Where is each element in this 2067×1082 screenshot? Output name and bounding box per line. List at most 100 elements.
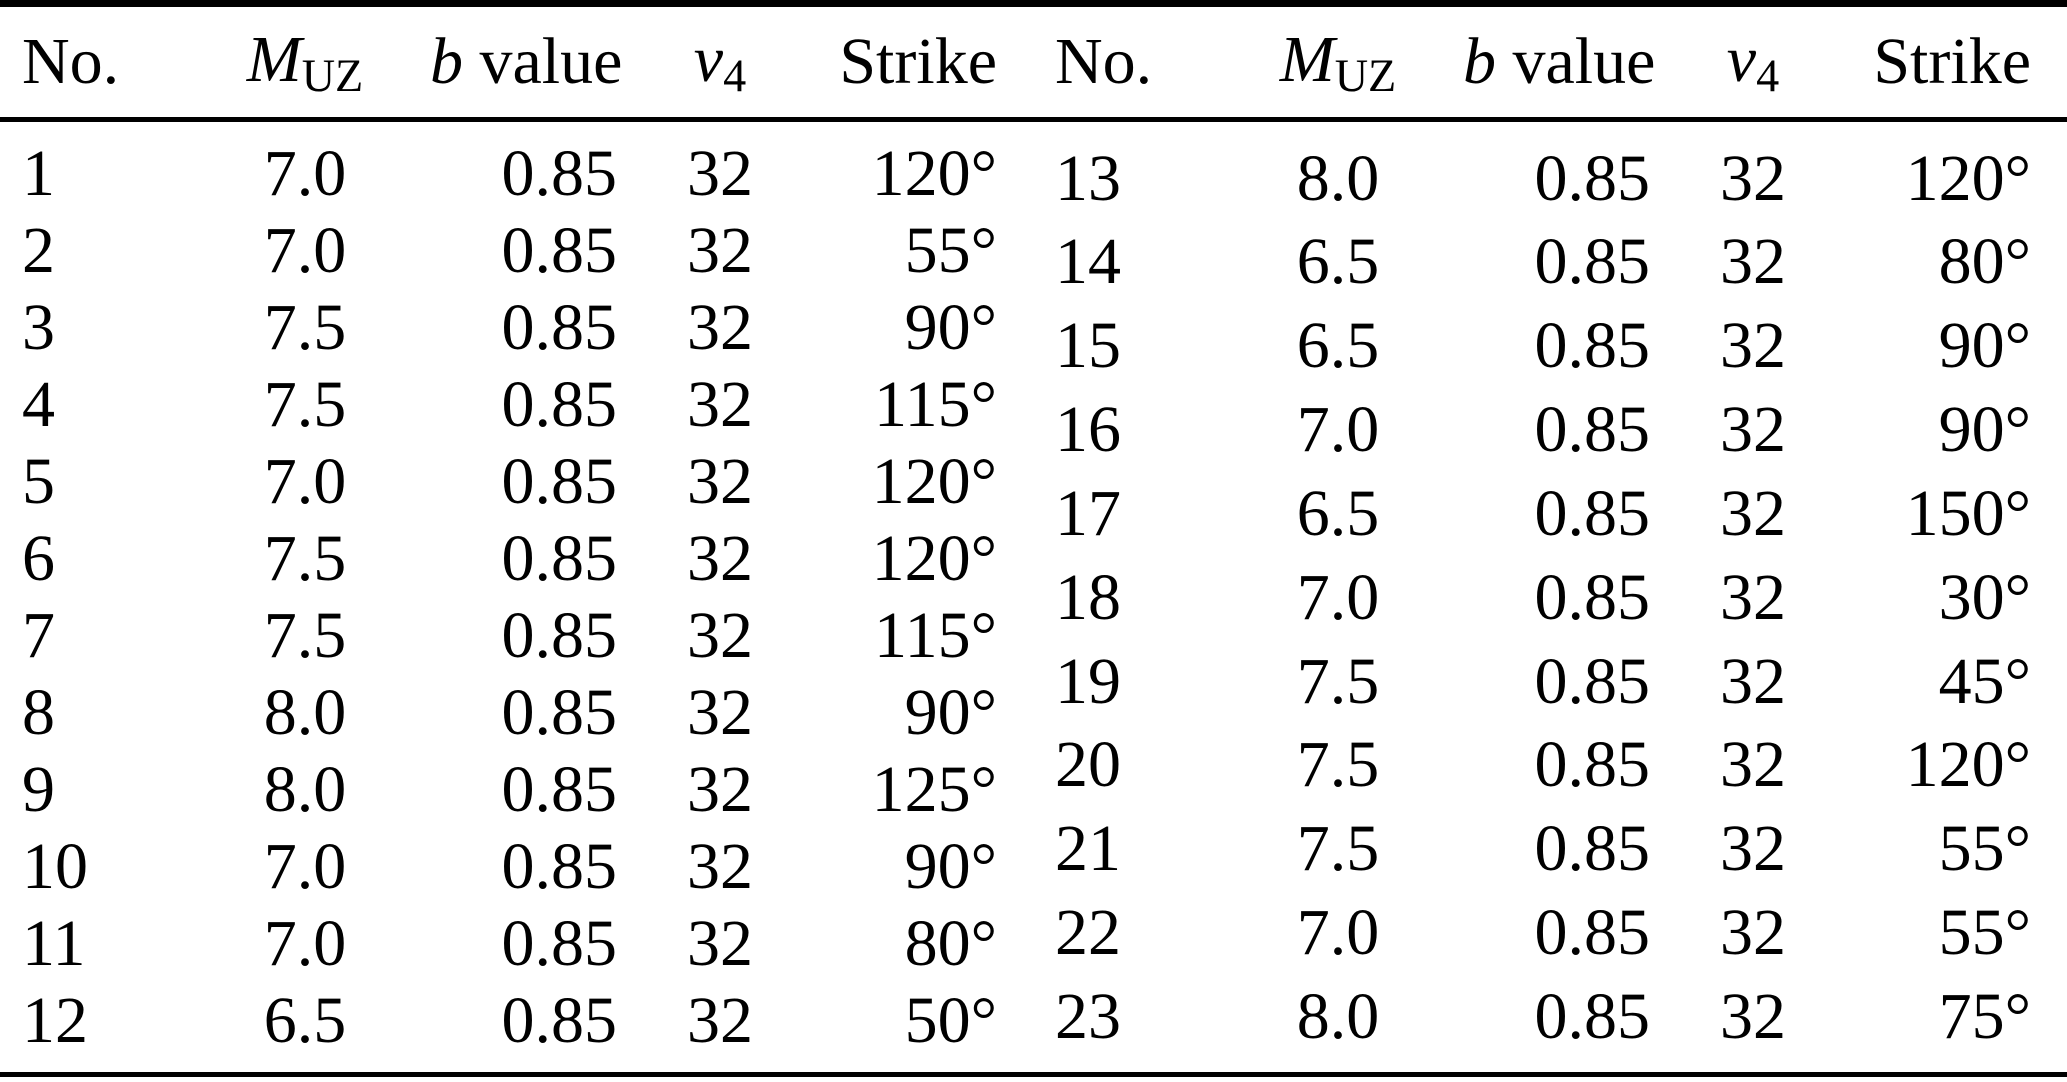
cell-no: 16 — [1055, 393, 1121, 467]
top-rule — [0, 0, 2067, 7]
cell-strike: 115° — [874, 367, 997, 441]
cell-muz: 8.0 — [1296, 980, 1380, 1054]
cell-b: 0.85 — [1534, 644, 1651, 718]
cell-b: 0.85 — [501, 136, 618, 210]
header-b-value: b value — [1463, 25, 1656, 98]
cell-strike: 55° — [1938, 896, 2031, 970]
header-strike: Strike — [1873, 25, 2031, 98]
table-row: 22 7.0 0.85 32 55° — [1033, 891, 2067, 975]
cell-b: 0.85 — [1534, 980, 1651, 1054]
cell-no: 8 — [22, 675, 55, 749]
cell-b: 0.85 — [1534, 896, 1651, 970]
table-row: 6 7.5 0.85 32 120° — [0, 520, 1033, 597]
cell-no: 18 — [1055, 560, 1121, 634]
header-muz: MUZ — [246, 22, 364, 102]
cell-strike: 30° — [1938, 560, 2031, 634]
cell-v4: 32 — [687, 290, 753, 364]
cell-strike: 120° — [1905, 728, 2031, 802]
cell-muz: 7.0 — [263, 444, 347, 518]
cell-no: 20 — [1055, 728, 1121, 802]
cell-v4: 32 — [1720, 896, 1786, 970]
header-no: No. — [22, 25, 120, 98]
cell-no: 10 — [22, 829, 88, 903]
cell-muz: 7.0 — [263, 906, 347, 980]
cell-v4: 32 — [1720, 393, 1786, 467]
cell-b: 0.85 — [1534, 560, 1651, 634]
cell-b: 0.85 — [1534, 728, 1651, 802]
cell-no: 12 — [22, 983, 88, 1057]
cell-strike: 120° — [1905, 141, 2031, 215]
cell-muz: 7.5 — [1296, 728, 1380, 802]
cell-muz: 8.0 — [263, 675, 347, 749]
parameters-table-left: No. MUZ b value ν4 Strike 1 7.0 0.85 32 120°… — [0, 7, 1033, 1059]
table-row: 9 8.0 0.85 32 125° — [0, 751, 1033, 828]
cell-strike: 120° — [871, 136, 997, 210]
cell-v4: 32 — [1720, 141, 1786, 215]
header-row: No. MUZ b value ν4 Strike — [1033, 7, 2067, 117]
cell-strike: 90° — [904, 290, 997, 364]
cell-v4: 32 — [687, 983, 753, 1057]
cell-strike: 90° — [1938, 309, 2031, 383]
cell-muz: 7.0 — [263, 136, 347, 210]
header-b-value: b value — [430, 25, 623, 98]
cell-no: 2 — [22, 213, 55, 287]
cell-muz: 8.0 — [263, 752, 347, 826]
cell-muz: 7.5 — [1296, 644, 1380, 718]
cell-v4: 32 — [1720, 476, 1786, 550]
cell-strike: 150° — [1905, 476, 2031, 550]
cell-no: 3 — [22, 290, 55, 364]
cell-v4: 32 — [687, 444, 753, 518]
cell-strike: 120° — [871, 521, 997, 595]
cell-strike: 80° — [904, 906, 997, 980]
table-row: 7 7.5 0.85 32 115° — [0, 597, 1033, 674]
header-muz: MUZ — [1279, 22, 1397, 102]
cell-strike: 90° — [904, 829, 997, 903]
cell-muz: 7.0 — [1296, 393, 1380, 467]
cell-strike: 50° — [904, 983, 997, 1057]
cell-b: 0.85 — [501, 675, 618, 749]
table-row: 12 6.5 0.85 32 50° — [0, 982, 1033, 1059]
cell-v4: 32 — [687, 521, 753, 595]
cell-muz: 6.5 — [1296, 225, 1380, 299]
cell-no: 13 — [1055, 141, 1121, 215]
table-row: 11 7.0 0.85 32 80° — [0, 905, 1033, 982]
table-row: 13 8.0 0.85 32 120° — [1033, 137, 2067, 221]
cell-muz: 7.5 — [263, 367, 347, 441]
cell-no: 23 — [1055, 980, 1121, 1054]
cell-v4: 32 — [687, 752, 753, 826]
cell-v4: 32 — [1720, 225, 1786, 299]
header-rule — [0, 117, 2067, 122]
cell-no: 1 — [22, 136, 55, 210]
header-strike: Strike — [839, 25, 997, 98]
cell-muz: 8.0 — [1296, 141, 1380, 215]
table-row: 8 8.0 0.85 32 90° — [0, 674, 1033, 751]
cell-b: 0.85 — [1534, 141, 1651, 215]
cell-strike: 55° — [1938, 812, 2031, 886]
cell-b: 0.85 — [501, 752, 618, 826]
table-row: 1 7.0 0.85 32 120° — [0, 135, 1033, 212]
cell-strike: 115° — [874, 598, 997, 672]
table-row: 21 7.5 0.85 32 55° — [1033, 807, 2067, 891]
table-row: 16 7.0 0.85 32 90° — [1033, 388, 2067, 472]
header-no: No. — [1055, 25, 1153, 98]
cell-strike: 120° — [871, 444, 997, 518]
cell-no: 19 — [1055, 644, 1121, 718]
table-row: 20 7.5 0.85 32 120° — [1033, 724, 2067, 808]
table-body: No. MUZ b value ν4 Strike 1 7.0 0.85 32 120°… — [0, 7, 2067, 1059]
table-row: 14 6.5 0.85 32 80° — [1033, 220, 2067, 304]
cell-v4: 32 — [687, 829, 753, 903]
bottom-rule — [0, 1072, 2067, 1077]
cell-muz: 7.0 — [263, 213, 347, 287]
cell-v4: 32 — [1720, 644, 1786, 718]
cell-b: 0.85 — [501, 213, 618, 287]
cell-v4: 32 — [687, 598, 753, 672]
cell-b: 0.85 — [1534, 225, 1651, 299]
header-row: No. MUZ b value ν4 Strike — [0, 7, 1033, 117]
cell-no: 17 — [1055, 476, 1121, 550]
cell-muz: 6.5 — [1296, 309, 1380, 383]
cell-muz: 7.0 — [263, 829, 347, 903]
cell-muz: 6.5 — [1296, 476, 1380, 550]
header-v4: ν4 — [1726, 22, 1780, 102]
cell-strike: 90° — [1938, 393, 2031, 467]
cell-no: 15 — [1055, 309, 1121, 383]
